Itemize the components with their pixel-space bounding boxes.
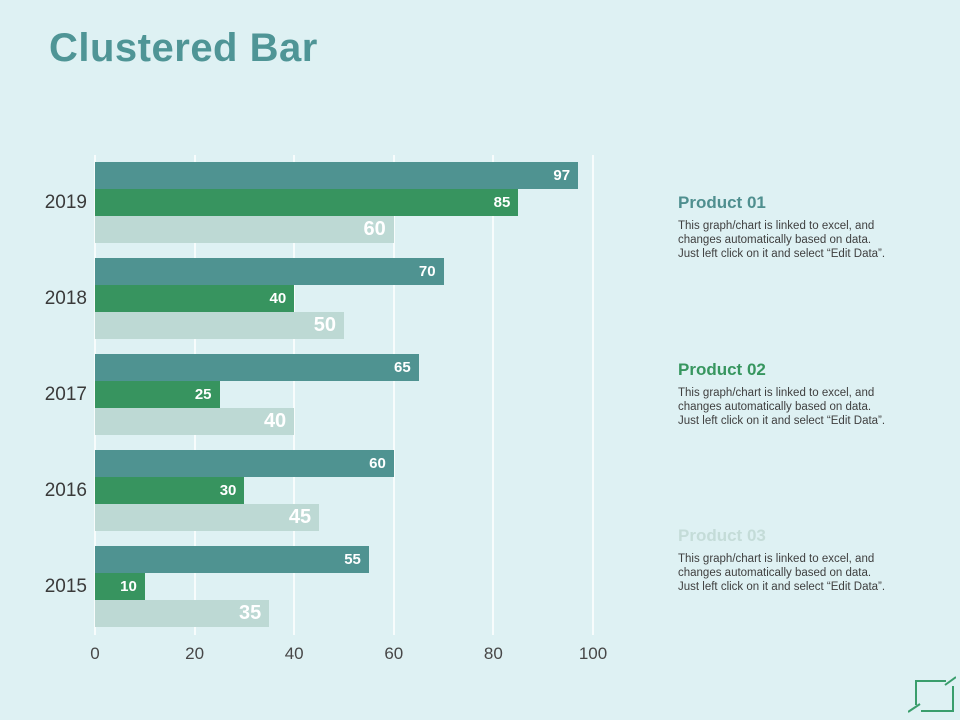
bar-product-01: 55 [95, 546, 369, 573]
bar-product-02: 30 [95, 477, 245, 504]
legend-block-product-02: Product 02 This graph/chart is linked to… [678, 360, 930, 428]
legend-description-line: changes automatically based on data. [678, 401, 872, 413]
bar-product-03: 35 [95, 600, 270, 627]
bar-value-label: 35 [239, 602, 262, 624]
page-title: Clustered Bar [49, 26, 318, 70]
bar-group-2017: 2017 65 25 40 [45, 354, 593, 435]
x-axis-tick-label: 80 [483, 644, 503, 663]
legend-description-line: This graph/chart is linked to excel, and [678, 387, 875, 399]
bar-product-03: 50 [95, 312, 344, 339]
legend-title: Product 01 [678, 193, 766, 212]
bar-group-2019: 2019 97 85 60 [45, 162, 593, 243]
clustered-bar-chart[interactable]: 2019 97 85 60 2018 70 40 50 2017 65 25 40 2016 60 30 45… [45, 155, 607, 663]
bar-product-02: 10 [95, 573, 145, 600]
legend-description-line: changes automatically based on data. [678, 567, 872, 579]
bar-value-label: 70 [418, 263, 436, 280]
bar-product-01: 97 [95, 162, 579, 189]
frame-slash-icon [908, 676, 956, 713]
legend-description-line: Just left click on it and select “Edit D… [678, 415, 886, 427]
bar-product-03: 45 [95, 504, 320, 531]
x-axis-tick-label: 40 [284, 644, 304, 663]
gridline-x-40 [293, 155, 296, 635]
x-axis-tick-label: 100 [578, 644, 608, 663]
legend-description-line: Just left click on it and select “Edit D… [678, 248, 886, 260]
legend-description-line: This graph/chart is linked to excel, and [678, 220, 875, 232]
bar-value-label: 25 [194, 386, 212, 403]
x-axis-tick-label: 0 [90, 644, 100, 663]
bar-value-label: 40 [263, 410, 287, 432]
bar-value-label: 55 [344, 551, 361, 568]
bar-product-02: 85 [95, 189, 519, 216]
bar-product-02: 40 [95, 285, 295, 312]
legend-block-product-03: Product 03 This graph/chart is linked to… [678, 526, 930, 594]
bar-value-label: 50 [313, 314, 336, 336]
legend-description-line: changes automatically based on data. [678, 234, 872, 246]
category-label: 2015 [44, 575, 87, 597]
legend-description-line: This graph/chart is linked to excel, and [678, 553, 875, 565]
bar-product-03: 60 [95, 216, 394, 243]
bar-group-2015: 2015 55 10 35 [45, 546, 593, 627]
category-label: 2016 [44, 479, 87, 501]
bar-value-label: 10 [120, 578, 137, 595]
bar-product-01: 70 [95, 258, 444, 285]
bar-product-03: 40 [95, 408, 295, 435]
bar-value-label: 30 [219, 482, 237, 499]
bar-product-01: 65 [95, 354, 419, 381]
bar-value-label: 45 [288, 506, 312, 528]
bar-group-2016: 2016 60 30 45 [45, 450, 593, 531]
category-label: 2017 [44, 383, 87, 405]
gridline-x-60 [392, 155, 395, 635]
bar-value-label: 85 [493, 194, 511, 211]
category-label: 2018 [44, 287, 87, 309]
bar-product-02: 25 [95, 381, 220, 408]
legend-title: Product 02 [678, 360, 766, 379]
x-axis-tick-label: 20 [185, 644, 205, 663]
category-label: 2019 [44, 191, 87, 213]
bar-product-01: 60 [95, 450, 394, 477]
bar-value-label: 60 [369, 455, 386, 472]
bar-value-label: 65 [394, 359, 411, 376]
gridline-x-100 [592, 155, 594, 635]
bar-group-2018: 2018 70 40 50 [45, 258, 593, 339]
bar-value-label: 40 [269, 290, 287, 307]
x-axis-tick-label: 60 [384, 644, 404, 663]
legend-title: Product 03 [678, 526, 766, 545]
legend-block-product-01: Product 01 This graph/chart is linked to… [678, 193, 930, 261]
bar-value-label: 97 [553, 167, 571, 184]
bar-value-label: 60 [363, 218, 386, 240]
legend-description-line: Just left click on it and select “Edit D… [678, 581, 886, 593]
gridline-x-80 [492, 155, 495, 635]
